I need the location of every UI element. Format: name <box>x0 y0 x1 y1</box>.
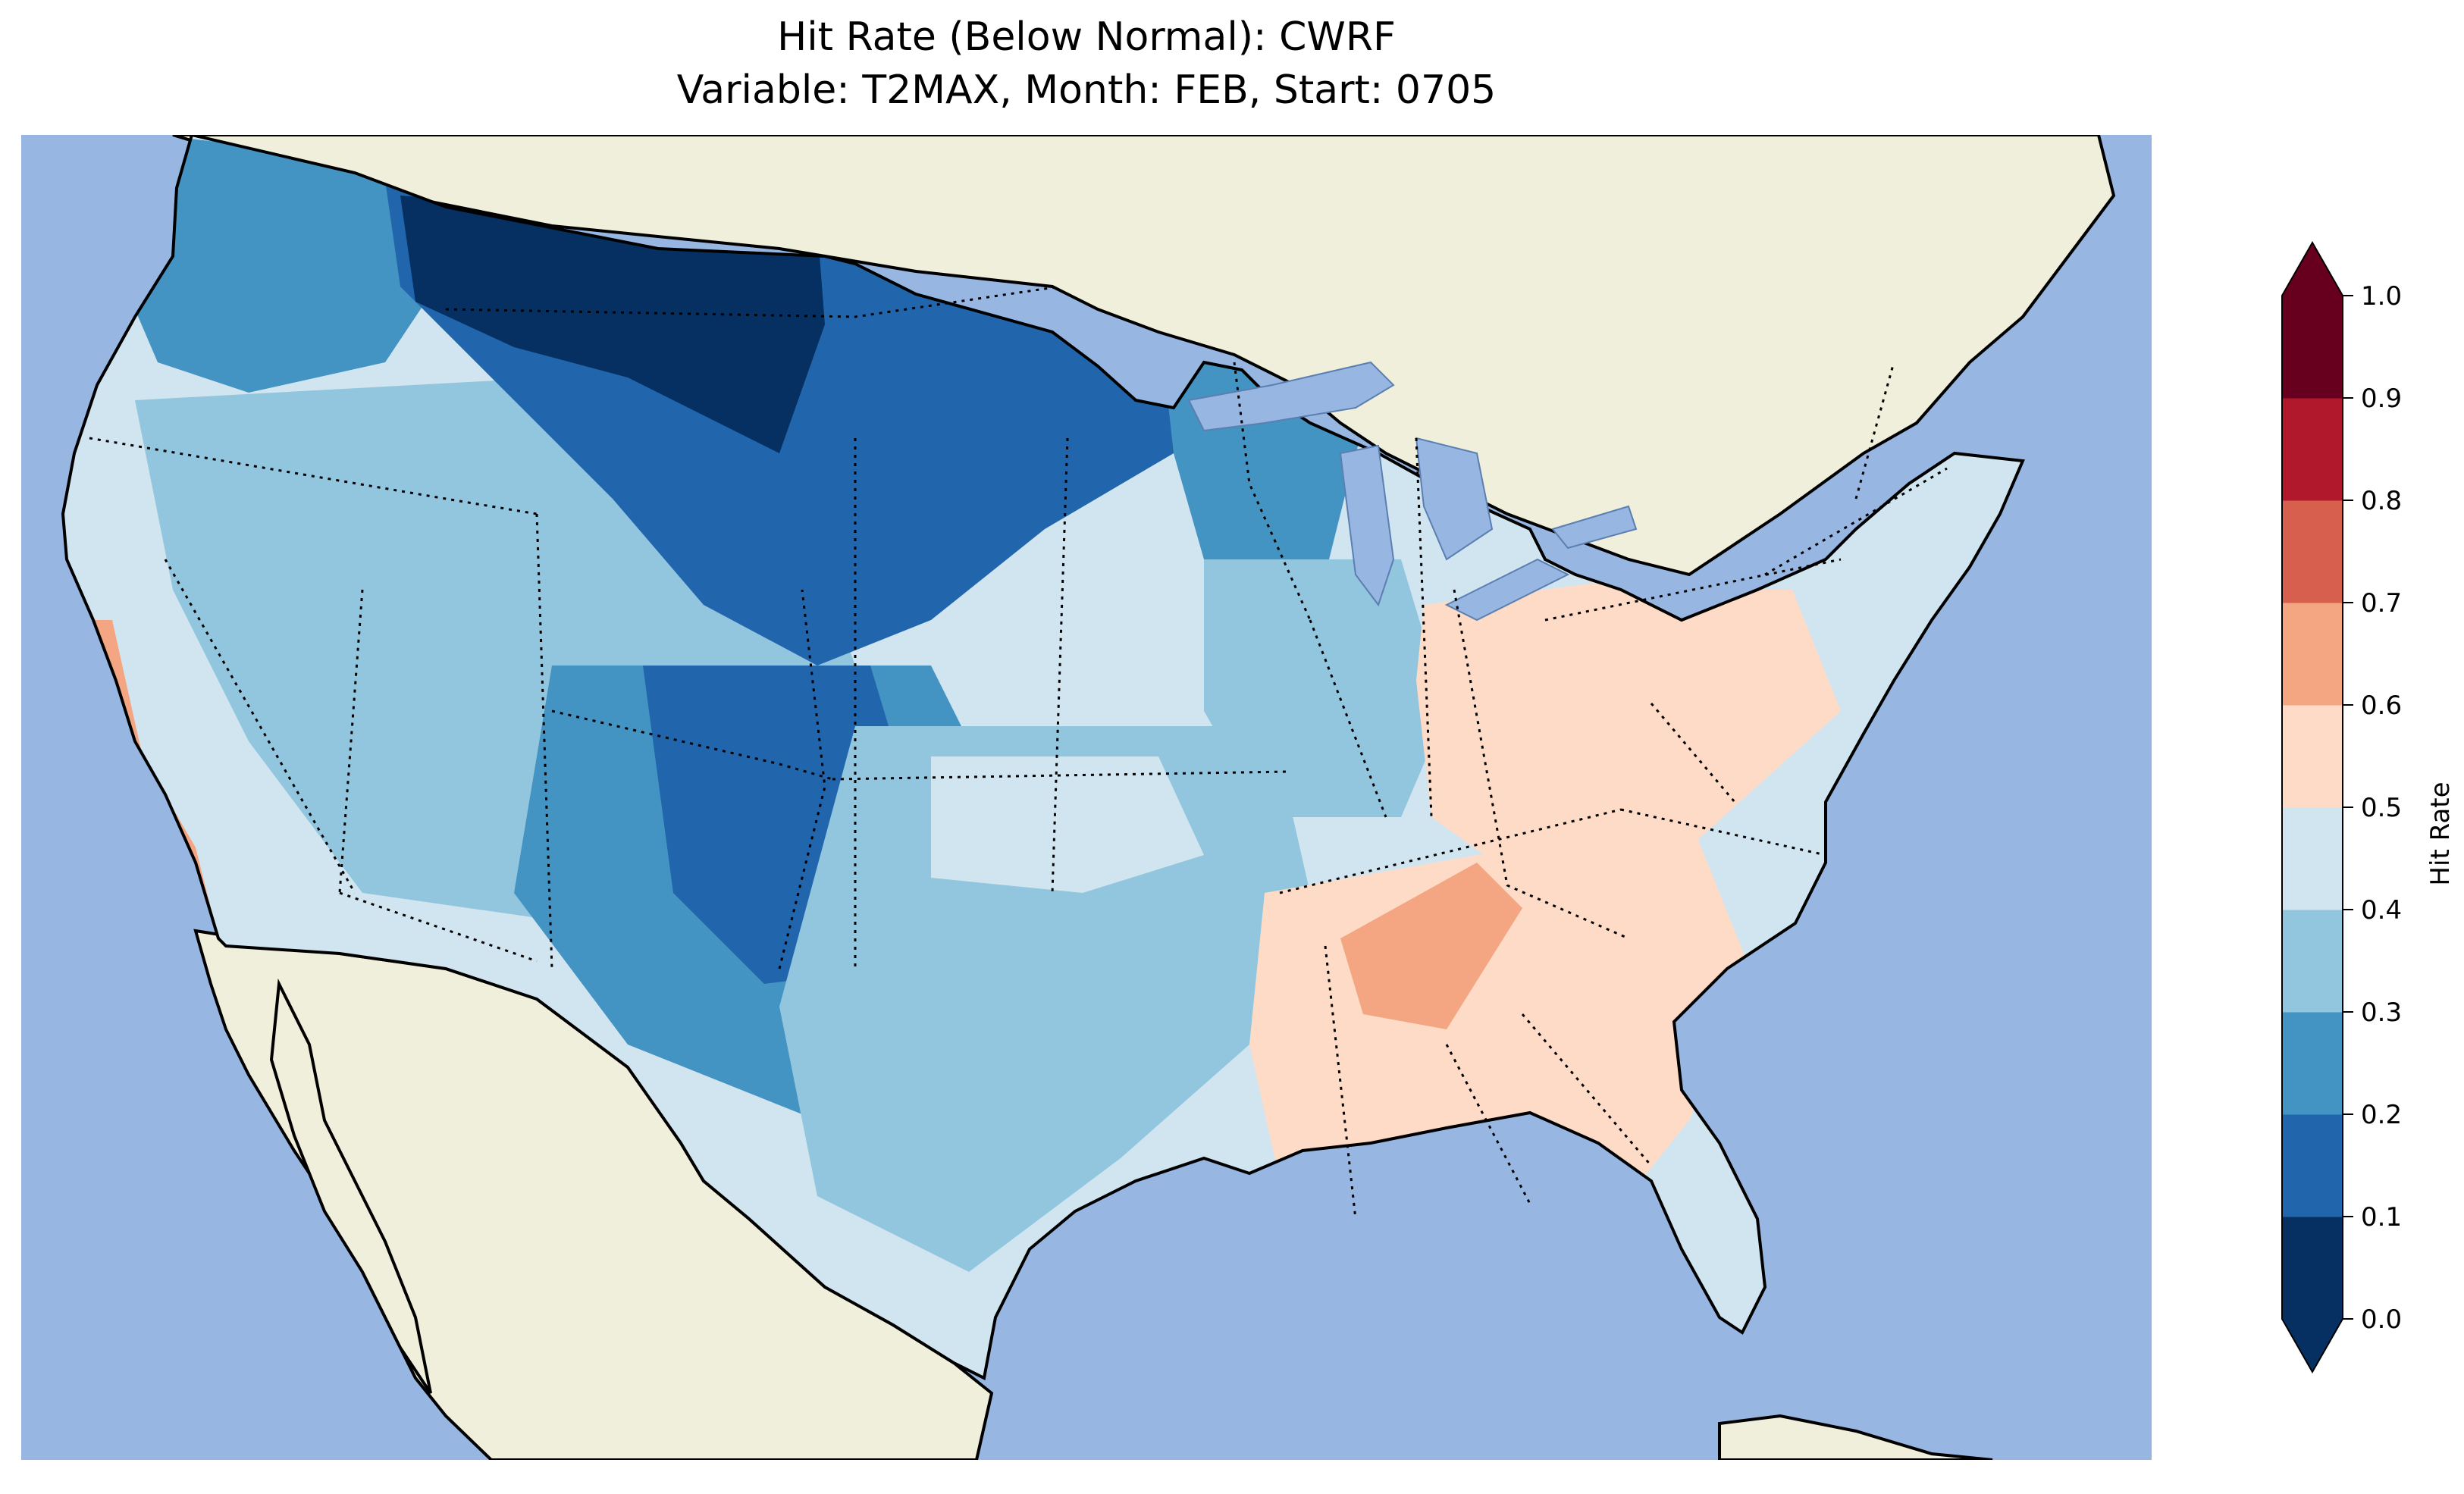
colorbar-segment <box>2282 296 2343 399</box>
region-pacific-northwest <box>112 135 446 393</box>
cuba-land <box>1718 1414 1993 1460</box>
region-montana-core <box>400 196 825 453</box>
lake-erie <box>1444 558 1570 622</box>
colorbar-tick-label: 0.2 <box>2361 1100 2402 1130</box>
colorbar-tick-label: 0.5 <box>2361 793 2402 823</box>
baja-peninsula <box>269 978 432 1395</box>
colorbar-tick-label: 1.0 <box>2361 281 2402 312</box>
region-ohio-valley <box>1416 559 1841 893</box>
lake-michigan <box>1339 444 1395 607</box>
lake-huron <box>1415 437 1494 561</box>
colorbar-tick-label: 0.8 <box>2361 486 2402 516</box>
colorbar-label: Hit Rate <box>2425 781 2456 885</box>
colorbar-tick-label: 0.1 <box>2361 1202 2402 1232</box>
colorbar-segment <box>2282 500 2343 603</box>
map-title: Hit Rate (Below Normal): CWRF <box>777 14 1396 60</box>
lake-ontario <box>1551 505 1638 550</box>
colorbar-segment <box>2282 807 2343 910</box>
map-panel <box>21 135 2152 1460</box>
colorbar-extend-max <box>2282 243 2343 296</box>
state-borders <box>89 285 1948 1220</box>
map-subtitle: Variable: T2MAX, Month: FEB, Start: 0705 <box>676 67 1497 113</box>
colorbar-tick-label: 0.4 <box>2361 895 2402 926</box>
region-oklahoma <box>931 756 1204 893</box>
surrounding-land <box>172 135 2116 1460</box>
colorbar-tick-label: 0.0 <box>2361 1305 2402 1335</box>
region-midwest <box>1204 559 1447 817</box>
colorbar-tick-label: 0.9 <box>2361 384 2402 414</box>
colorbar-segment <box>2282 910 2343 1013</box>
colorbar-segment <box>2282 1114 2343 1217</box>
colorbar-extend-min <box>2282 1319 2343 1372</box>
colorbar-ticks: 0.0 0.1 0.2 0.3 0.4 0.5 0.6 0.7 0.8 0.9 1.0 <box>2343 281 2402 1335</box>
colorbar-tick-label: 0.7 <box>2361 588 2402 619</box>
colorbar-segment <box>2282 705 2343 808</box>
colorbar-tick-label: 0.6 <box>2361 691 2402 721</box>
colorbar-segment <box>2282 398 2343 501</box>
colorbar-segment <box>2282 1012 2343 1115</box>
colorbar-tick-label: 0.3 <box>2361 998 2402 1028</box>
colorbar-segment <box>2282 1217 2343 1320</box>
region-tennessee <box>1340 863 1522 1029</box>
colorbar-segment <box>2282 603 2343 706</box>
colorbar-segments <box>2281 240 2343 1374</box>
